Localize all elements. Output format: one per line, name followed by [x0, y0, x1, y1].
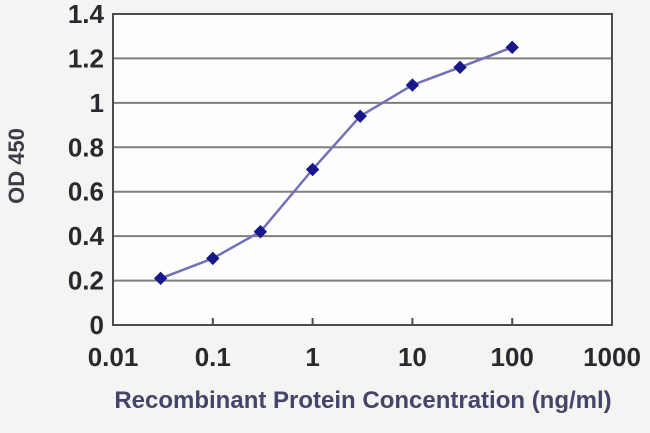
plot-area [113, 14, 612, 325]
y-tick-label: 1 [90, 88, 104, 118]
x-tick-label: 0.1 [195, 342, 231, 372]
x-tick-label: 1000 [583, 342, 641, 372]
y-tick-label: 0.2 [68, 266, 104, 296]
y-tick-label: 0 [90, 310, 104, 340]
data-point-marker [505, 40, 519, 55]
x-tick-label: 0.01 [88, 342, 139, 372]
data-point-marker [405, 78, 420, 92]
series-line [160, 46, 513, 280]
data-point-marker [253, 224, 268, 239]
data-point-marker [153, 271, 168, 286]
data-point-marker [206, 251, 220, 266]
x-tick-label: 1 [305, 342, 319, 372]
x-axis-title: Recombinant Protein Concentration (ng/ml… [114, 387, 611, 414]
x-tick-label: 100 [491, 342, 534, 372]
plot-border [112, 13, 613, 326]
y-tick-label: 0.4 [68, 221, 105, 251]
y-tick-label: 1.2 [68, 43, 104, 73]
y-tick-label: 1.4 [68, 0, 105, 29]
data-point-marker [453, 60, 467, 75]
y-tick-label: 0.6 [68, 177, 104, 207]
data-point-marker [305, 162, 320, 177]
x-tick-label: 10 [398, 342, 427, 372]
y-tick-label: 0.8 [68, 132, 104, 162]
y-axis-title: OD 450 [4, 128, 29, 204]
data-point-marker [353, 109, 367, 123]
